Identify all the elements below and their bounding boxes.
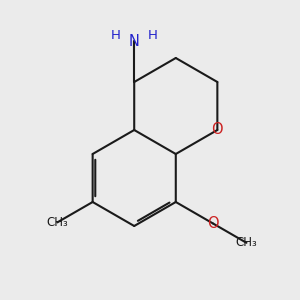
Text: H: H (148, 29, 158, 42)
Text: CH₃: CH₃ (46, 216, 68, 229)
Text: CH₃: CH₃ (236, 236, 257, 249)
Text: N: N (129, 34, 140, 49)
Text: O: O (212, 122, 223, 137)
Text: H: H (111, 29, 121, 42)
Text: O: O (207, 216, 219, 231)
